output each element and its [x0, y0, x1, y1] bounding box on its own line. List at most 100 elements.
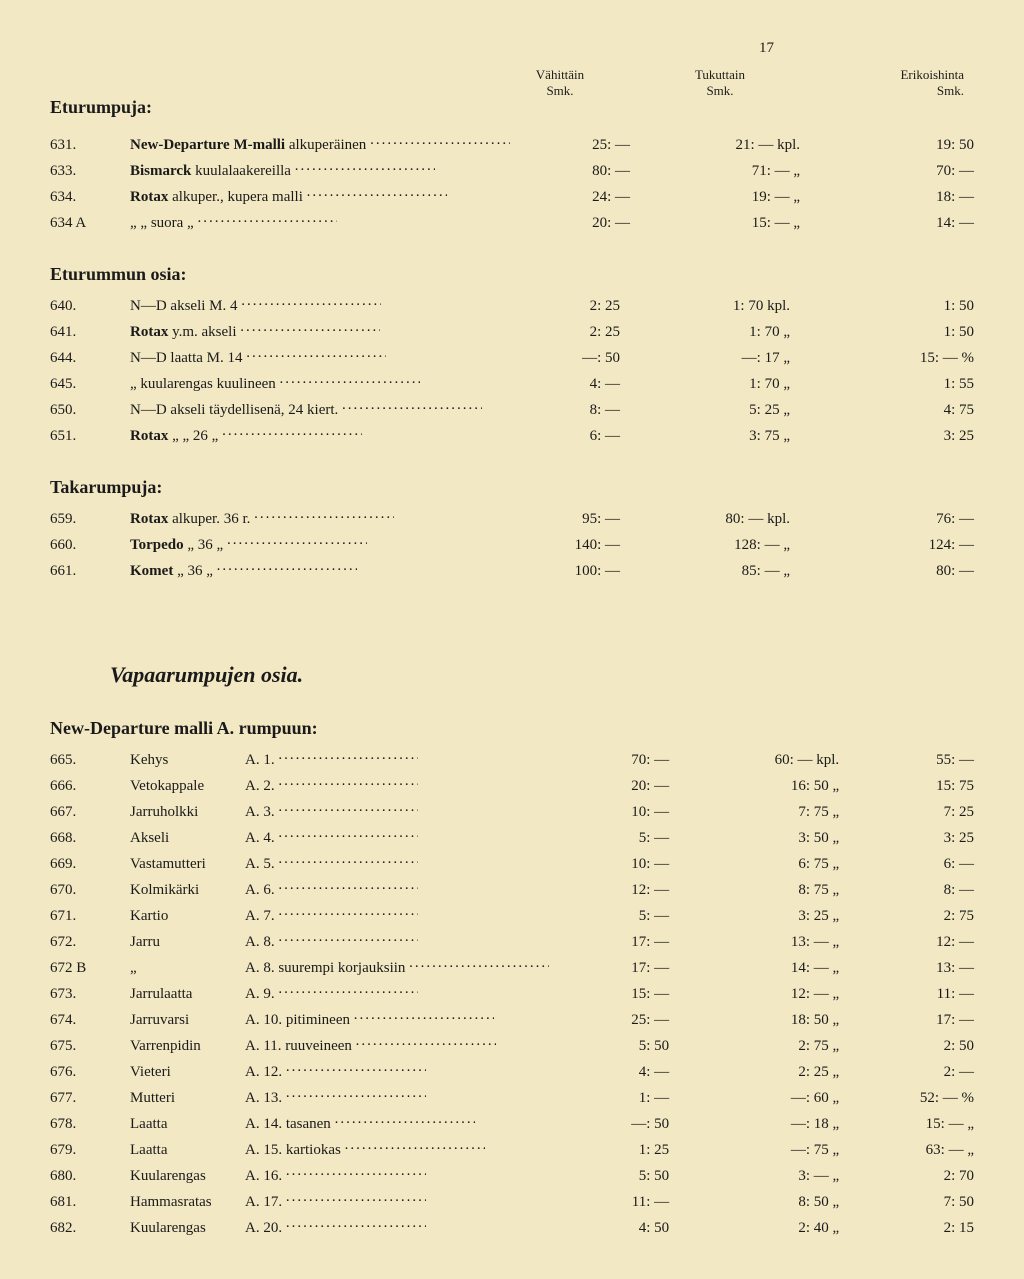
section-title: Eturumpuja:	[50, 97, 490, 118]
leader-dots: ........................................	[278, 877, 418, 894]
row-index: 669.	[50, 849, 130, 875]
part-name: Kolmikärki	[130, 882, 245, 899]
price-col-3: 2: 50	[839, 1031, 974, 1057]
row-description: Rotax alkuper. 36 r. ...................…	[130, 504, 500, 530]
table-row: 661.Komet „ 36 „ .......................…	[50, 556, 974, 582]
price-col-1: 80: —	[510, 156, 630, 182]
row-description: VarrenpidinA. 11. ruuveineen ...........…	[130, 1031, 549, 1057]
table-row: 641.Rotax y.m. akseli ..................…	[50, 317, 974, 343]
table-row: 660.Torpedo „ 36 „ .....................…	[50, 530, 974, 556]
table-row: 665.KehysA. 1. .........................…	[50, 745, 974, 771]
leader-dots: ........................................	[254, 506, 394, 523]
row-description: Bismarck kuulalaakereilla ..............…	[130, 156, 510, 182]
leader-dots: ........................................	[307, 184, 447, 201]
part-code: A. 8.	[245, 934, 278, 950]
price-col-1: —: 50	[549, 1109, 669, 1135]
price-col-1: 95: —	[500, 504, 620, 530]
leader-dots: ........................................	[217, 558, 357, 575]
table-row: 667.JarruholkkiA. 3. ...................…	[50, 797, 974, 823]
price-col-3: 8: —	[839, 875, 974, 901]
price-col-1: 100: —	[500, 556, 620, 582]
price-col-2: 18: 50 „	[669, 1005, 839, 1031]
price-col-3: 19: 50	[800, 130, 974, 156]
part-name: Kartio	[130, 908, 245, 925]
row-description: JarruA. 8. .............................…	[130, 927, 549, 953]
price-col-2: 15: — „	[630, 208, 800, 234]
vapaa-title: Vapaarumpujen osia.	[110, 662, 974, 688]
row-index: 676.	[50, 1057, 130, 1083]
table-row: 671.KartioA. 7. ........................…	[50, 901, 974, 927]
part-code: A. 4.	[245, 830, 278, 846]
desc-rest: „ „ suora „	[130, 215, 197, 231]
desc-strong: Bismarck	[130, 163, 191, 179]
col3-line2: Smk.	[937, 83, 964, 98]
part-name: Vetokappale	[130, 778, 245, 795]
leader-dots: ........................................	[409, 955, 549, 972]
leader-dots: ........................................	[345, 1137, 485, 1154]
price-col-3: 1: 50	[790, 317, 974, 343]
desc-rest: „ „ 26 „	[168, 428, 222, 444]
leader-dots: ........................................	[354, 1007, 494, 1024]
row-description: N—D laatta M. 14 .......................…	[130, 343, 500, 369]
row-index: 650.	[50, 395, 130, 421]
price-table-nd: 665.KehysA. 1. .........................…	[50, 745, 974, 1239]
row-index: 660.	[50, 530, 130, 556]
desc-rest: y.m. akseli	[168, 324, 240, 340]
part-code: A. 8. suurempi korjauksiin	[245, 960, 409, 976]
table-row: 631.New-Departure M-malli alkuperäinen .…	[50, 130, 974, 156]
row-index: 666.	[50, 771, 130, 797]
part-name: Mutteri	[130, 1090, 245, 1107]
leader-dots: ........................................	[278, 773, 418, 790]
table-row: 634.Rotax alkuper., kupera malli .......…	[50, 182, 974, 208]
table-row: 651.Rotax „ „ 26 „ .....................…	[50, 421, 974, 447]
row-description: „A. 8. suurempi korjauksiin ............…	[130, 953, 549, 979]
leader-dots: ........................................	[278, 825, 418, 842]
price-col-2: 12: — „	[669, 979, 839, 1005]
price-col-1: 2: 25	[500, 317, 620, 343]
table-row: 672.JarruA. 8. .........................…	[50, 927, 974, 953]
price-col-2: 19: — „	[630, 182, 800, 208]
price-col-2: —: 18 „	[669, 1109, 839, 1135]
price-col-1: 1: 25	[549, 1135, 669, 1161]
row-index: 634 A	[50, 208, 130, 234]
price-col-3: 3: 25	[790, 421, 974, 447]
part-code: A. 14. tasanen	[245, 1116, 335, 1132]
row-index: 631.	[50, 130, 130, 156]
leader-dots: ........................................	[295, 158, 435, 175]
price-col-2: 21: — kpl.	[630, 130, 800, 156]
desc-rest: kuulalaakereilla	[191, 163, 294, 179]
part-name: Vieteri	[130, 1064, 245, 1081]
row-index: 671.	[50, 901, 130, 927]
price-col-1: 8: —	[500, 395, 620, 421]
row-description: KehysA. 1. .............................…	[130, 745, 549, 771]
desc-strong: New-Departure M-malli	[130, 137, 285, 153]
price-col-1: 12: —	[549, 875, 669, 901]
price-col-1: 6: —	[500, 421, 620, 447]
desc-rest: „ kuularengas kuulineen	[130, 376, 280, 392]
table-row: 673.JarrulaattaA. 9. ...................…	[50, 979, 974, 1005]
price-col-2: 1: 70 „	[620, 369, 790, 395]
row-index: 667.	[50, 797, 130, 823]
price-col-3: 55: —	[839, 745, 974, 771]
price-col-3: 1: 50	[790, 291, 974, 317]
table-row: 672 B„A. 8. suurempi korjauksiin .......…	[50, 953, 974, 979]
price-col-1: 20: —	[549, 771, 669, 797]
part-name: Jarrulaatta	[130, 986, 245, 1003]
row-description: Torpedo „ 36 „ .........................…	[130, 530, 500, 556]
table-row: 666.VetokappaleA. 2. ...................…	[50, 771, 974, 797]
price-col-2: 8: 50 „	[669, 1187, 839, 1213]
price-col-2: 5: 25 „	[620, 395, 790, 421]
table-row: 634 A „ „ suora „ ......................…	[50, 208, 974, 234]
leader-dots: ........................................	[286, 1215, 426, 1232]
leader-dots: ........................................	[197, 210, 337, 227]
price-col-1: 25: —	[549, 1005, 669, 1031]
row-index: 678.	[50, 1109, 130, 1135]
part-code: A. 17.	[245, 1194, 286, 1210]
leader-dots: ........................................	[241, 293, 381, 310]
part-code: A. 9.	[245, 986, 278, 1002]
table-row: 670.KolmikärkiA. 6. ....................…	[50, 875, 974, 901]
price-col-2: 2: 25 „	[669, 1057, 839, 1083]
price-col-3: 2: —	[839, 1057, 974, 1083]
row-index: 668.	[50, 823, 130, 849]
part-name: Kehys	[130, 752, 245, 769]
